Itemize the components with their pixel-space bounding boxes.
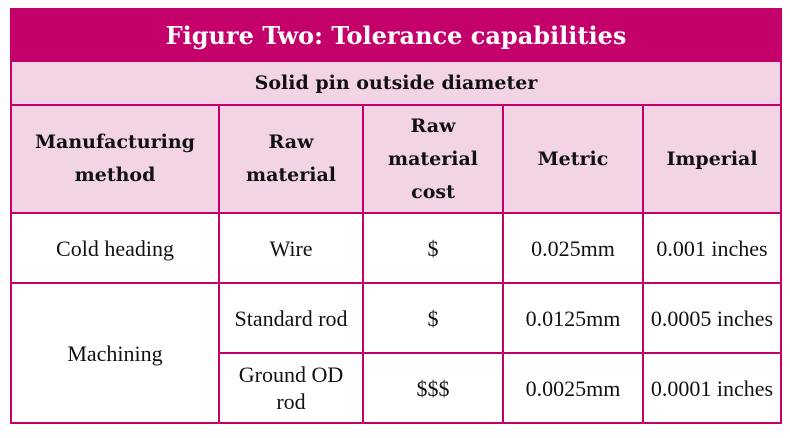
table-cell: 0.0005 inches [642, 282, 782, 354]
table-cell: $ [362, 212, 504, 284]
table-cell: $ [362, 282, 504, 354]
table-cell: Wire [218, 212, 364, 284]
column-header: Manufacturing method [10, 104, 220, 214]
method-cell: Machining [10, 282, 220, 424]
table-cell: 0.001 inches [642, 212, 782, 284]
table-title: Figure Two: Tolerance capabilities [10, 8, 782, 62]
column-header: Imperial [642, 104, 782, 214]
column-header: Raw material [218, 104, 364, 214]
table-cell: 0.025mm [502, 212, 644, 284]
figure: Figure Two: Tolerance capabilities Solid… [10, 8, 782, 424]
table-cell: 0.0001 inches [642, 352, 782, 424]
method-cell: Cold heading [10, 212, 220, 284]
table-cell: 0.0025mm [502, 352, 644, 424]
table-subtitle: Solid pin outside diameter [10, 60, 782, 106]
tolerance-table: Figure Two: Tolerance capabilities Solid… [10, 8, 782, 424]
table-cell: 0.0125mm [502, 282, 644, 354]
table-cell: Standard rod [218, 282, 364, 354]
column-header: Raw material cost [362, 104, 504, 214]
column-header: Metric [502, 104, 644, 214]
table-row: Machining Standard rod $0.0125mm 0.0005 inc… [10, 282, 782, 424]
table-cell: Ground OD rod [218, 352, 364, 424]
table-cell: $$$ [362, 352, 504, 424]
table-row: Ground OD rod $$$ 0.0025mm 0.0001 inches [11, 352, 782, 424]
table-row: Cold heading Wire $0.025mm 0.001 inches [10, 212, 782, 284]
